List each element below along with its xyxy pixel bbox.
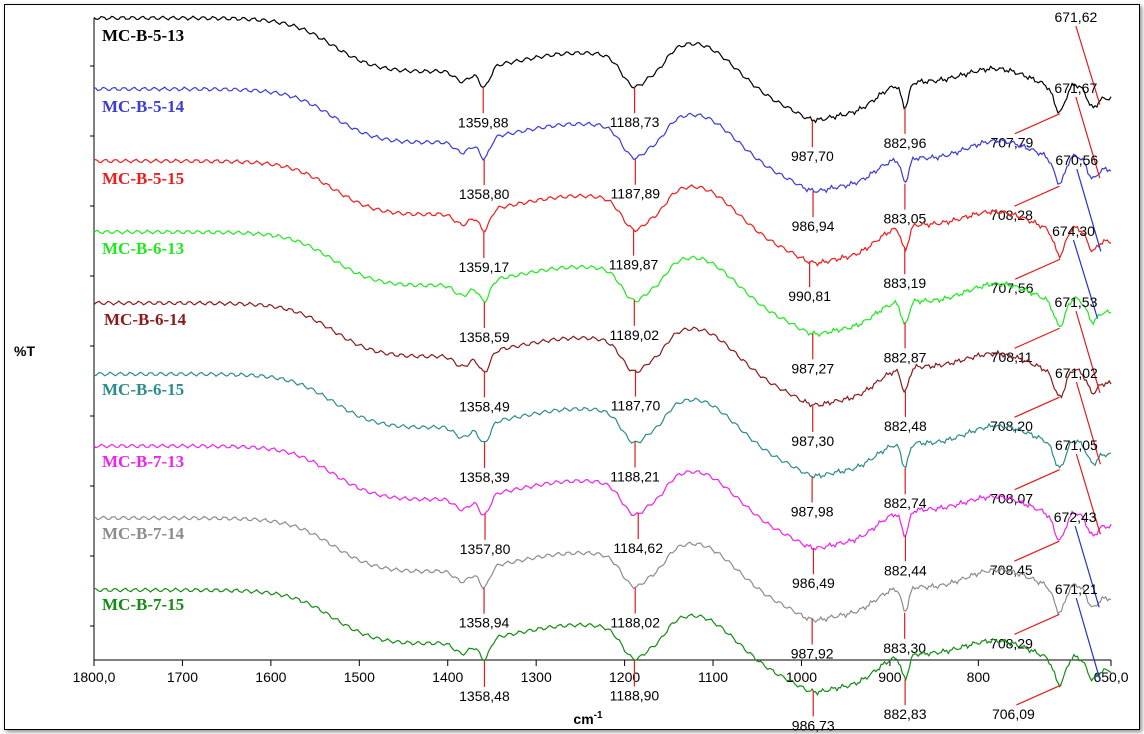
peak-marker	[1075, 25, 1101, 105]
peak-marker	[1014, 327, 1060, 349]
peak-marker	[1072, 239, 1099, 319]
peak-label: 1358,59	[459, 329, 510, 345]
peak-label: 1357,80	[460, 541, 511, 557]
peak-label: 706,09	[992, 706, 1035, 722]
peak-label: 674,30	[1052, 223, 1095, 239]
peak-label: 882,48	[884, 418, 927, 434]
series-line-mc-b-6-14	[93, 300, 1112, 408]
peak-marker	[1016, 684, 1062, 706]
series-label: MC-B-6-14	[104, 310, 187, 329]
peak-marker	[1075, 453, 1101, 535]
peak-label: 670,56	[1055, 152, 1098, 168]
x-tick-label: 1800,0	[73, 669, 116, 685]
x-tick-label: 1200	[609, 669, 640, 685]
peak-label: 1359,88	[458, 114, 509, 130]
peak-marker	[1075, 96, 1101, 179]
peak-label: 671,62	[1054, 9, 1097, 25]
x-tick-label: 1600	[255, 669, 286, 685]
peak-marker	[1014, 469, 1060, 491]
series-label: MC-B-7-15	[102, 595, 184, 614]
peak-marker	[1014, 185, 1060, 207]
y-axis-label: %T	[14, 343, 35, 359]
x-tick-label: 1500	[344, 669, 375, 685]
peak-label: 987,98	[791, 503, 834, 519]
peak-label: 882,83	[884, 706, 927, 722]
peak-marker	[1075, 381, 1101, 465]
x-tick-label: 1300	[521, 669, 552, 685]
peak-label: 987,27	[791, 360, 834, 376]
peak-label: 1359,17	[459, 259, 510, 275]
x-tick-label: 900	[878, 669, 902, 685]
series-line-mc-b-6-15	[93, 371, 1111, 479]
series-line-mc-b-6-13	[93, 229, 1112, 338]
peak-label: 1358,39	[459, 469, 510, 485]
peak-marker	[1014, 396, 1060, 418]
peak-marker	[1014, 258, 1061, 280]
peak-label: 672,43	[1054, 509, 1097, 525]
series-line-mc-b-5-13	[93, 15, 1112, 124]
peak-label: 1358,94	[459, 615, 510, 631]
peak-label: 671,53	[1055, 294, 1098, 310]
peak-label: 708,45	[990, 562, 1033, 578]
peak-marker	[1014, 540, 1060, 562]
peak-label: 1188,21	[610, 469, 660, 485]
peak-label: 1358,48	[459, 688, 510, 704]
x-tick-label: 1400	[432, 669, 463, 685]
peak-label: 990,81	[788, 288, 831, 304]
peak-label: 671,05	[1055, 437, 1098, 453]
peak-label: 882,44	[884, 562, 927, 578]
peak-label: 1189,02	[610, 327, 660, 343]
series-line-mc-b-7-14	[93, 515, 1112, 623]
peak-label: 1358,80	[459, 186, 510, 202]
series-label: MC-B-5-15	[102, 169, 184, 188]
peak-label: 883,05	[883, 211, 926, 227]
series-label: MC-B-7-14	[102, 524, 185, 543]
x-axis-label: cm-1	[573, 710, 603, 727]
peak-label: 883,19	[883, 275, 926, 291]
peak-label: 882,96	[884, 135, 927, 151]
series-label: MC-B-6-15	[102, 380, 184, 399]
peak-label: 1187,70	[611, 398, 661, 414]
peak-label: 671,02	[1055, 365, 1098, 381]
peak-label: 671,67	[1054, 80, 1097, 96]
peak-label: 1358,49	[459, 398, 510, 414]
peak-marker	[1075, 310, 1101, 394]
peak-label: 1188,73	[610, 114, 660, 130]
series-label: MC-B-5-14	[102, 97, 185, 116]
series-line-mc-b-7-15	[93, 587, 1112, 696]
peak-label: 671,21	[1055, 581, 1098, 597]
peak-label: 986,94	[792, 218, 835, 234]
series-label: MC-B-7-13	[102, 452, 184, 471]
series-label: MC-B-5-13	[102, 26, 184, 45]
peak-label: 987,70	[791, 148, 834, 164]
peak-label: 883,30	[883, 640, 926, 656]
x-tick-label: 800	[967, 669, 991, 685]
peak-marker	[1014, 613, 1060, 635]
x-tick-label: 650,0	[1093, 669, 1128, 685]
peak-label: 1189,87	[609, 257, 659, 273]
peak-label: 1188,90	[610, 687, 660, 703]
series-line-mc-b-7-13	[93, 443, 1112, 551]
series-line-mc-b-5-14	[93, 86, 1112, 194]
peak-label: 882,74	[884, 495, 927, 511]
peak-label: 986,73	[792, 717, 835, 733]
peak-label: 882,87	[884, 349, 927, 365]
x-tick-label: 1000	[786, 669, 817, 685]
x-tick-label: 1700	[167, 669, 198, 685]
peak-label: 1188,02	[610, 615, 660, 631]
peak-marker	[1014, 113, 1061, 135]
series-label: MC-B-6-13	[102, 239, 184, 258]
peak-label: 1184,62	[613, 540, 663, 556]
series-line-mc-b-5-15	[93, 158, 1112, 267]
peak-marker	[1075, 597, 1101, 681]
peak-label: 987,92	[791, 646, 834, 662]
peak-marker	[1074, 525, 1100, 608]
x-tick-label: 1100	[698, 669, 728, 685]
peak-marker	[1076, 168, 1102, 252]
peak-label: 707,79	[990, 135, 1033, 151]
peak-label: 986,49	[792, 575, 835, 591]
peak-label: 1187,89	[611, 186, 661, 202]
peak-label: 987,30	[791, 433, 834, 449]
